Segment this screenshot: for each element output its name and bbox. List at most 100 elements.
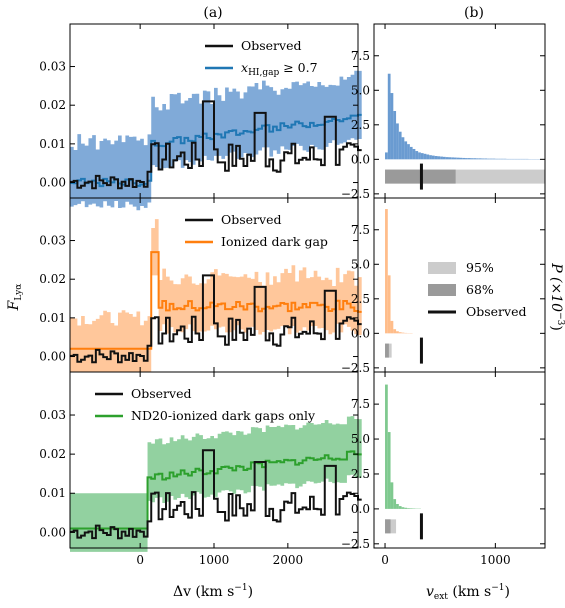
observed-line — [70, 100, 362, 190]
histogram-bar — [503, 158, 507, 160]
y-tick-label: 0.00 — [39, 525, 66, 539]
histogram-bar — [398, 131, 402, 160]
histogram-bar — [418, 152, 421, 160]
histogram-bar — [453, 157, 457, 160]
legend-label-68: 68% — [466, 282, 494, 297]
histogram-bar — [409, 146, 413, 160]
histogram-bar — [481, 158, 485, 160]
histogram-bar — [445, 157, 449, 160]
panel-b-bottom: −2.5 0.0 2.5 5.0 7.5 0 1000 — [341, 371, 546, 567]
y-tick-label: 0.03 — [39, 234, 66, 248]
x-tick-label: 1000 — [480, 553, 511, 567]
histogram-bar — [478, 158, 482, 160]
histogram-bar — [465, 158, 468, 160]
histogram-bar — [429, 155, 432, 160]
y-tick-label: 7.5 — [351, 49, 370, 63]
x-tick-label: 0 — [381, 553, 389, 567]
histogram-bar — [426, 154, 430, 160]
legend-label-model: xHI,gap ≥ 0.7 — [241, 60, 318, 78]
model-line — [70, 251, 362, 350]
y-tick-label: 7.5 — [351, 397, 370, 411]
model-band — [70, 416, 362, 552]
histogram-bar — [437, 156, 441, 160]
histogram-bar — [420, 153, 424, 160]
histogram-bar — [404, 141, 408, 160]
histogram-bar — [423, 153, 427, 160]
histogram-bar — [404, 507, 408, 509]
histogram-bar — [387, 432, 391, 509]
histogram-bar — [492, 158, 496, 160]
y-tick-label: 0.0 — [351, 326, 370, 340]
histogram-bar — [487, 158, 490, 160]
legend-swatch-95 — [428, 262, 456, 274]
panel-label-b: (b) — [464, 5, 484, 21]
y-tick-label: 0.0 — [351, 502, 370, 516]
histogram-bar — [476, 158, 479, 160]
panel-a-top: 0.00 0.01 0.02 0.03 Observed xHI,gap ≥ 0.7 — [39, 23, 362, 211]
y-tick-label: 0.03 — [39, 60, 66, 74]
y-tick-label: 5.0 — [351, 257, 370, 271]
model-line — [70, 450, 362, 530]
histogram-bar — [396, 331, 399, 334]
panel-a-middle: 0.00 0.01 0.02 0.03 Observed Ionized dark gap — [39, 197, 362, 373]
histogram-bar — [456, 157, 460, 160]
legend-label-observed: Observed — [221, 212, 282, 227]
y-tick-label: 5.0 — [351, 432, 370, 446]
histogram-bar — [390, 320, 394, 334]
panel-a-bottom: 0.00 0.01 0.02 0.03 0 1000 2000 Observed ND20-io… — [39, 371, 362, 567]
y-tick-label: 7.5 — [351, 223, 370, 237]
observed-line — [70, 274, 362, 364]
y-tick-label: 0.01 — [39, 137, 66, 151]
histogram-bar — [500, 158, 504, 160]
x-tick-label: 0 — [136, 553, 144, 567]
histogram-bar — [451, 157, 454, 160]
panel-label-a: (a) — [203, 5, 222, 21]
x-tick-label: 2000 — [273, 553, 304, 567]
axes-frame — [373, 371, 546, 549]
histogram-bar — [462, 157, 466, 160]
y-tick-label: 0.00 — [39, 350, 66, 364]
histogram-bar — [401, 332, 405, 334]
histogram-bar — [387, 275, 391, 334]
x-tick-label: 1000 — [199, 553, 230, 567]
histogram-bar — [495, 158, 499, 160]
histogram-bar — [398, 506, 402, 509]
y-tick-label: 0.02 — [39, 447, 66, 461]
histogram-bar — [401, 137, 405, 160]
model-band — [70, 219, 362, 372]
histogram-bar — [396, 504, 399, 509]
x-axis-label-b: vext (km s−1) — [426, 583, 510, 602]
y-tick-label: −2.5 — [341, 537, 370, 551]
histogram-bar — [393, 111, 397, 160]
legend-label-observed: Observed — [466, 304, 527, 319]
histogram-bar — [393, 499, 397, 509]
histogram-bar — [385, 209, 388, 334]
x-axis-label-a: Δv (km s−1) — [173, 583, 253, 600]
histogram-bar — [385, 384, 388, 509]
band-68 — [385, 519, 391, 534]
axes-frame — [373, 197, 546, 373]
y-tick-label: 2.5 — [351, 467, 370, 481]
y-tick-label: 0.02 — [39, 272, 66, 286]
y-tick-label: 2.5 — [351, 292, 370, 306]
histogram-bar — [431, 155, 435, 160]
y-tick-label: 0.0 — [351, 152, 370, 166]
histogram-bar — [409, 508, 413, 509]
histogram-bar — [412, 148, 416, 160]
y-tick-label: 0.02 — [39, 98, 66, 112]
histogram-bar — [498, 158, 501, 160]
y-tick-label: 0.03 — [39, 408, 66, 422]
histogram-bar — [398, 332, 402, 334]
histogram-bar — [440, 156, 443, 160]
legend-label-model: Ionized dark gap — [221, 234, 328, 249]
histogram-bar — [390, 482, 394, 509]
legend-swatch-68 — [428, 284, 456, 296]
histogram-bar — [448, 157, 452, 160]
histogram-bar — [467, 158, 471, 160]
histogram-bar — [459, 157, 463, 160]
panel-b-middle: −2.5 0.0 2.5 5.0 7.5 95% 68% Observed — [341, 197, 546, 375]
y-axis-label-b: P (×10−3) — [548, 262, 565, 331]
y-tick-label: −2.5 — [341, 187, 370, 201]
legend-label-observed: Observed — [241, 38, 302, 53]
